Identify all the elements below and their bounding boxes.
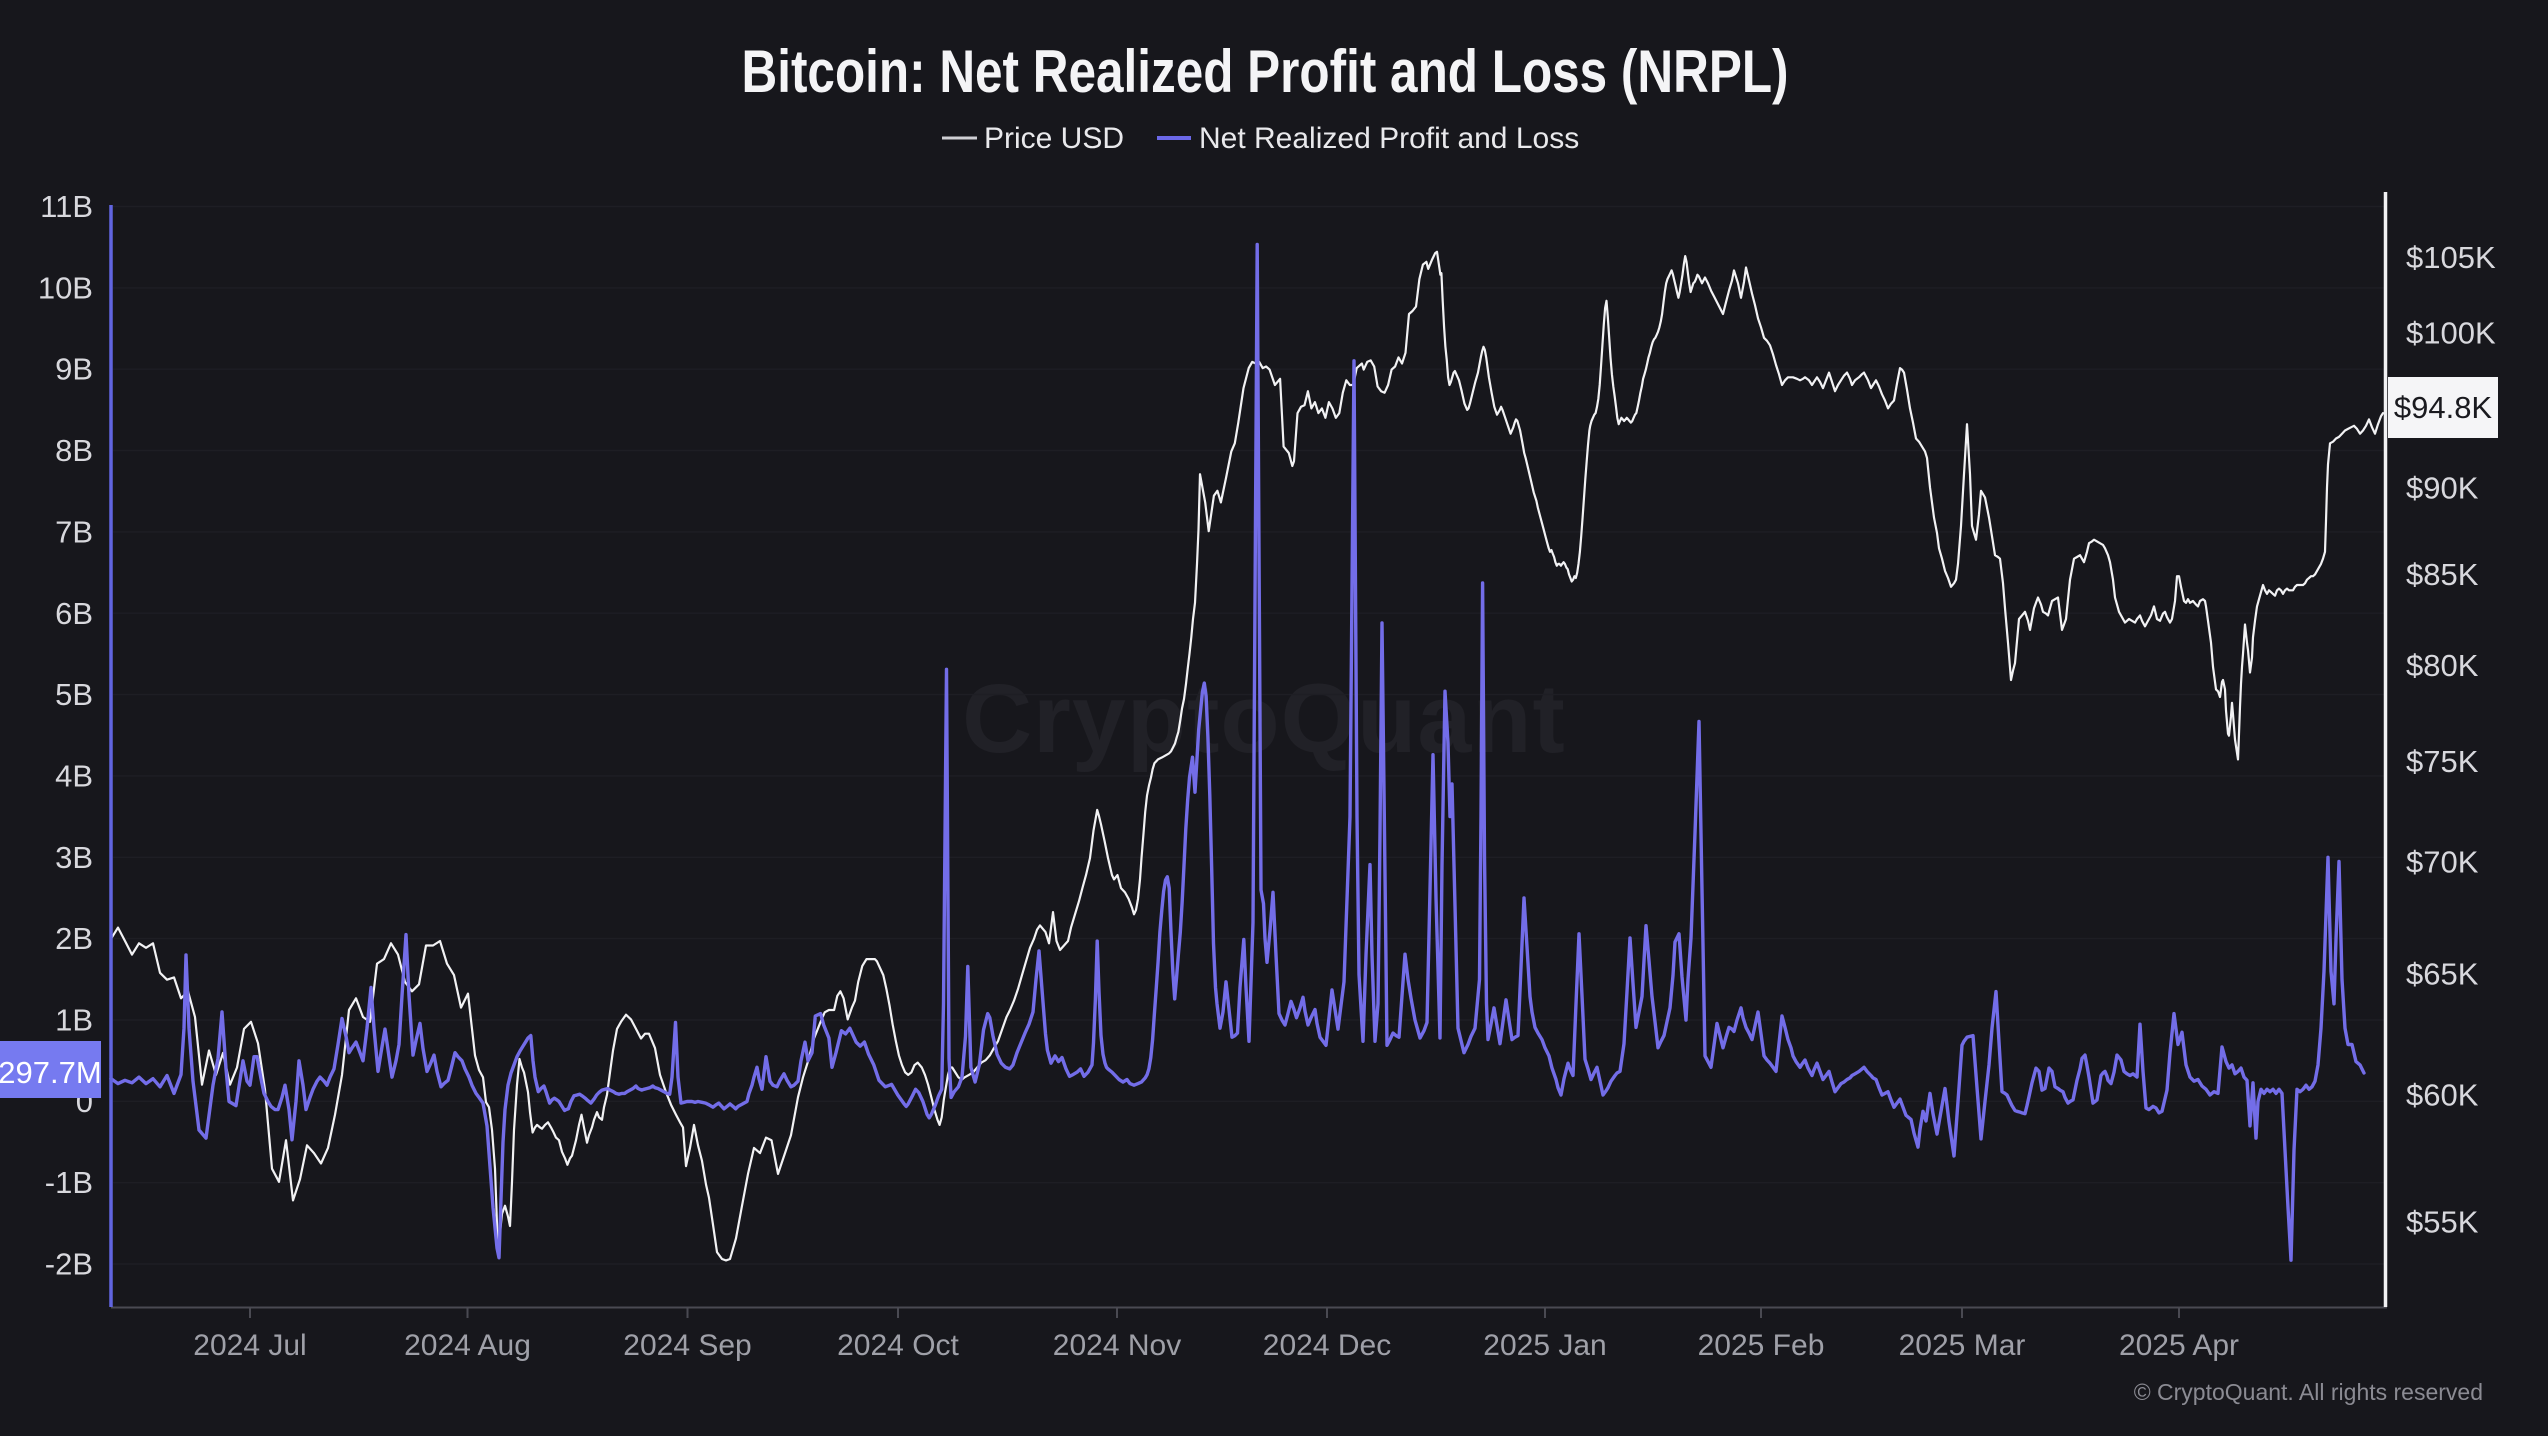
svg-text:$70K: $70K	[2406, 845, 2479, 880]
svg-text:6B: 6B	[55, 596, 93, 631]
svg-text:2025 Mar: 2025 Mar	[1899, 1329, 2026, 1362]
svg-text:Bitcoin: Net Realized Profit a: Bitcoin: Net Realized Profit and Loss (N…	[742, 38, 1789, 105]
svg-text:© CryptoQuant. All rights rese: © CryptoQuant. All rights reserved	[2134, 1379, 2483, 1405]
svg-text:-1B: -1B	[45, 1165, 93, 1200]
svg-text:2025 Jan: 2025 Jan	[1483, 1329, 1606, 1362]
svg-text:5B: 5B	[55, 677, 93, 712]
svg-text:$80K: $80K	[2406, 648, 2479, 683]
svg-text:2024 Nov: 2024 Nov	[1053, 1329, 1181, 1362]
svg-text:10B: 10B	[38, 270, 93, 305]
svg-text:4B: 4B	[55, 758, 93, 793]
svg-text:2B: 2B	[55, 921, 93, 956]
svg-text:1B: 1B	[55, 1003, 93, 1038]
svg-text:297.7M: 297.7M	[0, 1055, 102, 1090]
svg-text:2024 Jul: 2024 Jul	[193, 1329, 306, 1362]
svg-text:Net Realized Profit and Loss: Net Realized Profit and Loss	[1199, 122, 1579, 155]
svg-text:2024 Dec: 2024 Dec	[1263, 1329, 1391, 1362]
svg-text:$60K: $60K	[2406, 1078, 2479, 1113]
svg-text:2025 Apr: 2025 Apr	[2119, 1329, 2239, 1362]
svg-text:9B: 9B	[55, 352, 93, 387]
svg-text:$105K: $105K	[2406, 240, 2496, 275]
svg-text:2024 Aug: 2024 Aug	[404, 1329, 531, 1362]
svg-text:2024 Sep: 2024 Sep	[623, 1329, 751, 1362]
svg-text:7B: 7B	[55, 514, 93, 549]
svg-text:2024 Oct: 2024 Oct	[837, 1329, 959, 1362]
svg-text:$100K: $100K	[2406, 316, 2496, 351]
svg-text:2025 Feb: 2025 Feb	[1698, 1329, 1825, 1362]
svg-text:$94.8K: $94.8K	[2394, 390, 2493, 425]
svg-text:$75K: $75K	[2406, 744, 2479, 779]
svg-text:8B: 8B	[55, 433, 93, 468]
svg-text:$55K: $55K	[2406, 1204, 2479, 1239]
svg-text:3B: 3B	[55, 840, 93, 875]
svg-text:$65K: $65K	[2406, 956, 2479, 991]
svg-text:-2B: -2B	[45, 1247, 93, 1282]
svg-text:Price USD: Price USD	[984, 122, 1124, 155]
svg-text:11B: 11B	[40, 189, 93, 224]
svg-text:$85K: $85K	[2406, 557, 2479, 592]
svg-text:$90K: $90K	[2406, 470, 2479, 505]
svg-text:CryptoQuant: CryptoQuant	[962, 664, 1566, 773]
